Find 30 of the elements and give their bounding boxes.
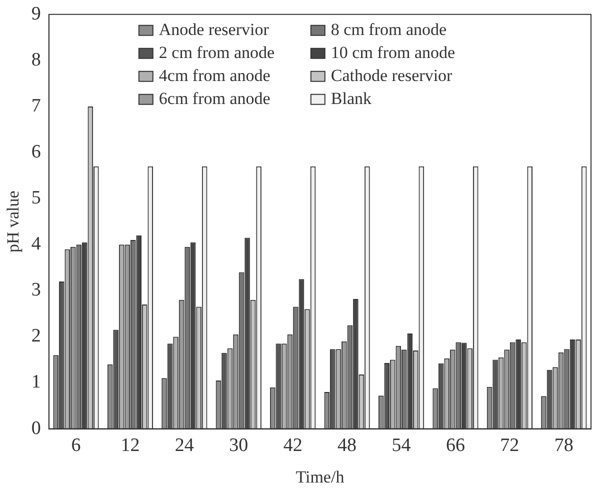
- legend-label: Cathode reservior: [330, 66, 453, 85]
- y-tick-label: 5: [31, 188, 41, 209]
- y-tick-label: 0: [31, 418, 41, 439]
- y-tick-label: 7: [31, 95, 41, 116]
- x-tick-label: 24: [174, 435, 194, 456]
- y-tick-label: 1: [31, 372, 41, 393]
- y-axis-title: pH value: [4, 190, 23, 253]
- y-tick-label: 2: [31, 326, 41, 347]
- legend-label: 8 cm from anode: [330, 20, 447, 39]
- legend-label: 4cm from anode: [158, 66, 270, 85]
- x-tick-label: 54: [392, 435, 412, 456]
- x-tick-label: 30: [229, 435, 248, 456]
- y-tick-label: 3: [31, 280, 41, 301]
- legend-label: 10 cm from anode: [330, 42, 456, 62]
- x-tick-label: 72: [500, 435, 520, 456]
- legend-label: 2 cm from anode: [158, 42, 275, 62]
- x-tick-label: 78: [554, 435, 574, 456]
- x-axis-title: Time/h: [296, 467, 345, 486]
- legend-label: 6cm from anode: [158, 88, 270, 108]
- legend-label: Anode reservior: [158, 20, 270, 39]
- legend-label: Blank: [330, 88, 372, 108]
- x-tick-label: 12: [120, 435, 140, 456]
- x-tick-label: 42: [283, 435, 302, 456]
- y-tick-label: 4: [31, 234, 42, 255]
- x-tick-label: 66: [446, 435, 465, 456]
- x-tick-label: 6: [71, 435, 81, 456]
- x-tick-label: 48: [338, 435, 357, 456]
- y-tick-label: 9: [31, 3, 41, 24]
- y-tick-label: 6: [31, 142, 41, 163]
- y-tick-label: 8: [31, 49, 41, 70]
